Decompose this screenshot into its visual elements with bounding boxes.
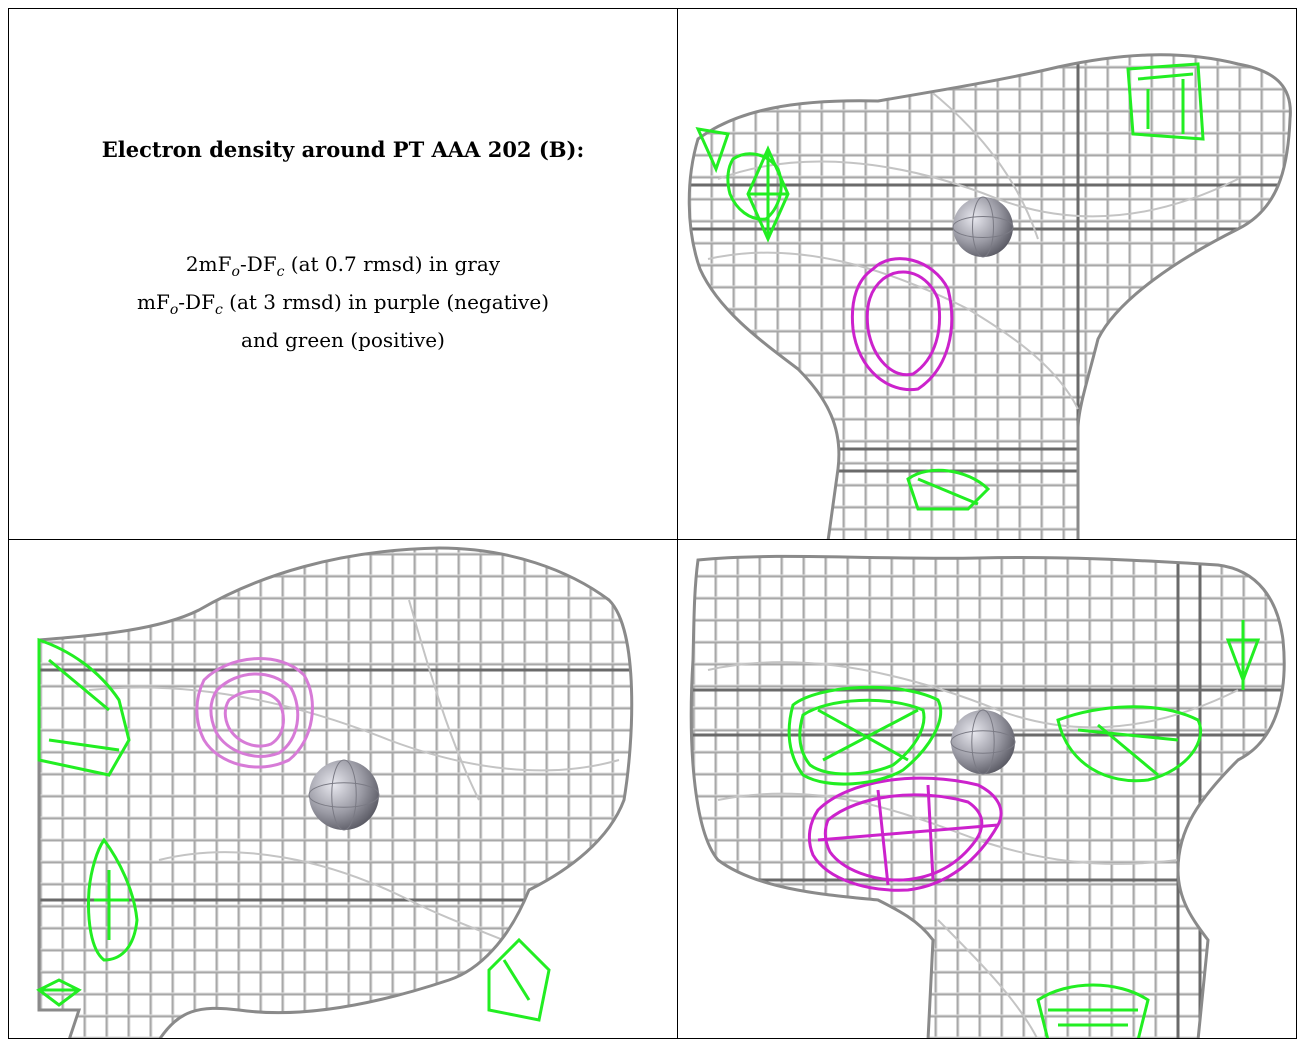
positive-density-green [1126,62,1205,141]
positive-density-green [695,127,730,174]
positive-density-green [726,145,790,243]
pt-atom-sphere [950,709,1016,775]
pt-atom-sphere [952,196,1014,258]
gray-mesh-2mFo-DFc [689,54,1291,539]
density-map-view-2 [36,546,634,1038]
positive-density-green [1225,620,1261,690]
legend-line-gray: 2mFo-DFc (at 0.7 rmsd) in gray [185,252,501,280]
positive-density-green [906,468,991,511]
mesh-outline [689,554,1286,1038]
panel-bottom-left [8,539,678,1039]
panel-bottom-right [677,539,1297,1039]
positive-density-green [36,978,82,1007]
positive-density-green [87,837,139,962]
positive-density-green [487,937,551,1022]
positive-density-green [787,685,943,786]
negative-density-purple [850,257,954,392]
density-map-view-3 [689,554,1286,1038]
caption-cell: Electron density around PT AAA 202 (B): … [8,8,678,540]
mesh-outline [37,546,634,1038]
density-map-view-1 [687,53,1292,539]
negative-density-purple [195,657,314,769]
legend-line-positive: and green (positive) [241,328,445,352]
negative-density-purple [807,776,1003,892]
mesh-outline [687,53,1292,539]
legend-line-diff: mFo-DFc (at 3 rmsd) in purple (negative) [137,290,549,318]
positive-density-green [37,637,131,777]
positive-density-green [1056,705,1202,783]
panel-top-right [677,8,1297,540]
pt-atom-sphere [308,759,380,831]
figure-title: Electron density around PT AAA 202 (B): [101,137,585,162]
positive-density-green [1036,983,1150,1038]
legend-text: 2mFo-DFc (at 0.7 rmsd) in gray mFo-DFc (… [9,249,677,355]
